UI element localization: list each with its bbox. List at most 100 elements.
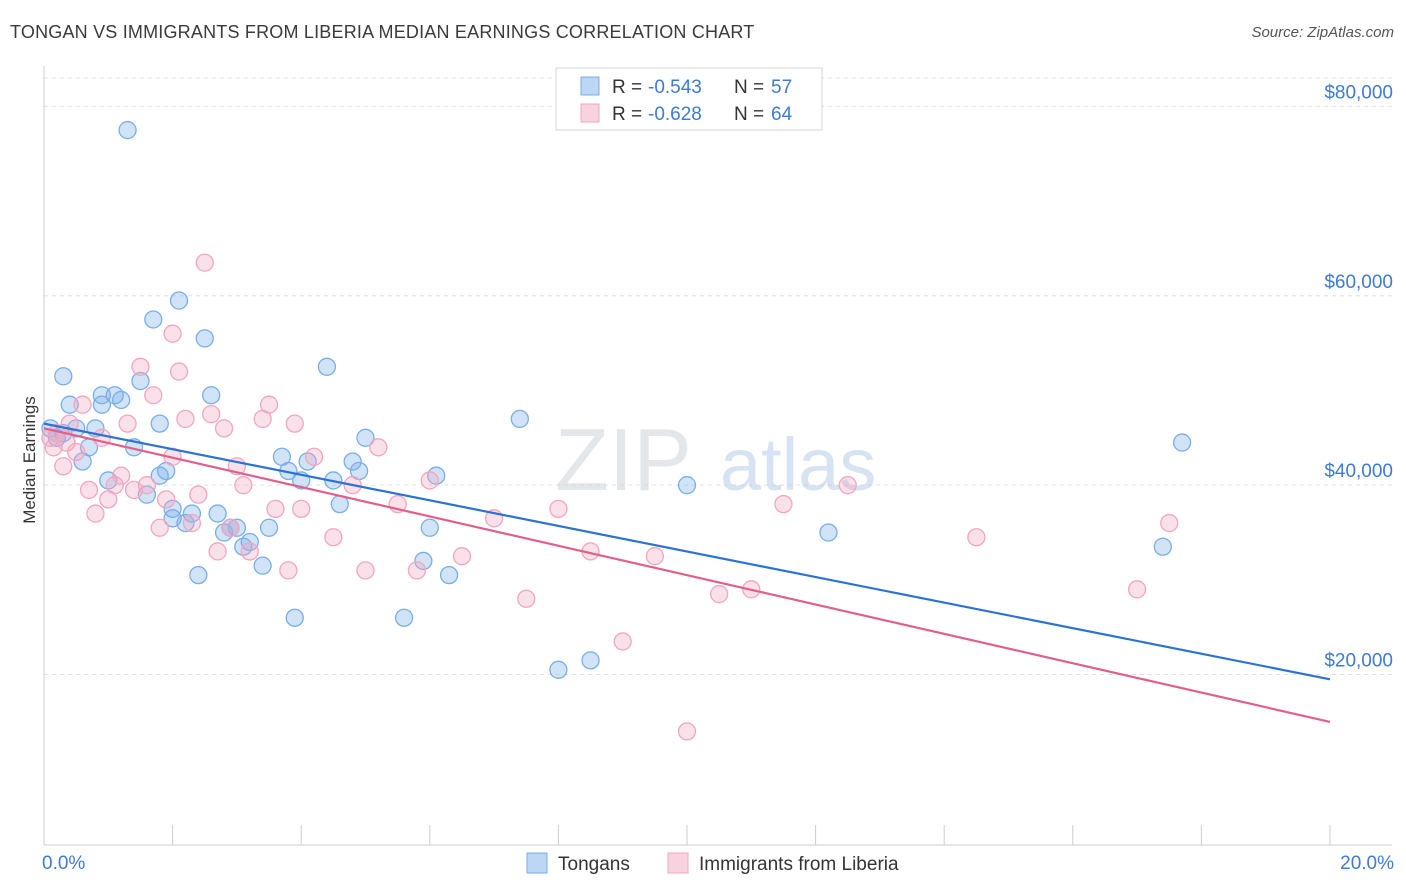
liberia-point [169, 362, 189, 381]
tongans-point [195, 329, 214, 348]
liberia-point [710, 584, 729, 604]
bottom-legend-label: Immigrants from Liberia [699, 854, 899, 875]
tongans-point [317, 357, 337, 376]
legend-n-label: N = [734, 104, 764, 125]
bottom-legend: Tongans Immigrants from Liberia [526, 852, 899, 875]
tongans-point [259, 518, 279, 537]
liberia-point [105, 476, 124, 495]
liberia-point [304, 447, 324, 466]
legend-r-label: R = [612, 104, 642, 125]
bottom-legend-label: Tongans [558, 854, 630, 875]
liberia-point [182, 513, 202, 533]
tongans-point [92, 386, 112, 405]
liberia-point [221, 518, 240, 537]
liberia-point [214, 419, 234, 438]
liberia-point [1160, 513, 1179, 533]
trend-layer [43, 422, 1331, 723]
tongans-point [202, 386, 221, 405]
liberia-point [285, 414, 304, 433]
liberia-point [517, 589, 536, 608]
tongans-point [131, 371, 150, 391]
tongans-point [60, 395, 79, 414]
legend-r-value: -0.543 [648, 77, 702, 98]
x-tick-label: 20.0% [1340, 853, 1394, 874]
legend-n-value: 57 [771, 77, 792, 98]
tongans-point [169, 291, 189, 310]
liberia-point [176, 409, 195, 429]
tongans-point [144, 310, 163, 329]
y-tick-label: $80,000 [1324, 82, 1393, 103]
liberia-point [677, 722, 697, 741]
liberia-point [967, 528, 986, 547]
liberia-point [420, 471, 439, 490]
watermark-zip: ZIP [555, 410, 692, 509]
tongans-point [112, 390, 131, 410]
bottom-legend-swatch [667, 852, 689, 874]
legend-n-value: 64 [771, 104, 793, 125]
tongans-point [227, 518, 247, 537]
tongans-point [285, 608, 304, 627]
liberia-point [112, 466, 131, 485]
legend-r-value: -0.628 [648, 104, 702, 125]
liberia-point [189, 485, 208, 504]
legend-swatch [580, 103, 600, 123]
liberia-point [150, 518, 169, 537]
liberia-point [234, 476, 253, 495]
tongans-point [54, 367, 73, 386]
tongans-point [240, 532, 259, 552]
points-layer [41, 120, 1192, 741]
tongans-point [581, 651, 600, 670]
liberia-point [86, 504, 105, 523]
y-tick-label: $40,000 [1324, 461, 1393, 482]
liberia-point [79, 480, 99, 500]
liberia-point [292, 499, 311, 518]
liberia-point [266, 499, 285, 518]
tongans-point [356, 428, 375, 447]
liberia-point [452, 547, 472, 566]
tongans-point [819, 523, 838, 542]
chart-title: TONGAN VS IMMIGRANTS FROM LIBERIA MEDIAN… [10, 22, 755, 42]
tongans-point [420, 518, 439, 537]
liberia-point [67, 442, 86, 462]
tongans-point [163, 499, 182, 518]
liberia-point [645, 547, 664, 566]
tongans-point [253, 556, 272, 575]
liberia-point [259, 395, 279, 414]
liberia-point [202, 405, 221, 424]
tongans-point [176, 513, 195, 533]
tongans-point [439, 565, 459, 585]
tongans-point [208, 504, 227, 523]
liberia-point [549, 499, 568, 518]
tongans-point [1172, 433, 1192, 452]
tongans-point [118, 120, 137, 140]
axis-layer: $20,000 $40,000 $60,000 $80,000 0.0% 20.0% [42, 66, 1394, 874]
liberia-point [369, 438, 388, 457]
tongans-point [92, 395, 112, 414]
liberia-trend-line [43, 427, 1331, 723]
liberia-point [279, 561, 298, 580]
liberia-point [137, 476, 157, 495]
y-tick-label: $20,000 [1324, 651, 1393, 672]
bottom-legend-swatch [526, 852, 548, 874]
source-label: Source: ZipAtlas.com [1251, 24, 1394, 41]
liberia-point [73, 395, 92, 414]
liberia-point [157, 490, 176, 509]
y-tick-label: $60,000 [1324, 272, 1393, 293]
legend-n-label: N = [734, 77, 764, 98]
tongans-point [150, 414, 169, 433]
liberia-point [356, 561, 375, 580]
liberia-point [774, 494, 793, 514]
tongans-point [677, 476, 697, 495]
tongans-point [182, 504, 202, 523]
liberia-point [208, 542, 227, 561]
liberia-point [613, 632, 632, 651]
liberia-point [324, 528, 343, 547]
tongans-point [189, 565, 208, 585]
x-tick-label: 0.0% [42, 853, 85, 874]
liberia-point [1127, 580, 1147, 599]
liberia-point [838, 476, 857, 495]
tongans-point [414, 551, 433, 571]
tongans-trend-line [43, 422, 1331, 681]
watermark: ZIP atlas [555, 410, 876, 509]
